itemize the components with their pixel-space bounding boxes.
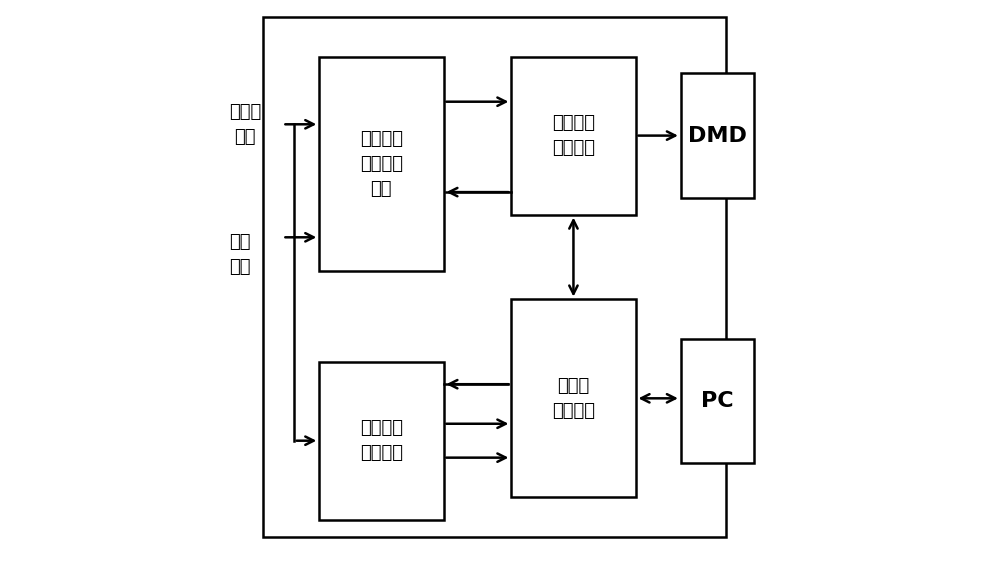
Text: 高频
时钟: 高频 时钟 — [229, 233, 250, 276]
FancyBboxPatch shape — [319, 56, 444, 271]
Text: DMD: DMD — [688, 125, 747, 146]
FancyBboxPatch shape — [681, 73, 754, 198]
FancyBboxPatch shape — [681, 339, 754, 463]
FancyBboxPatch shape — [511, 56, 636, 215]
Text: PC: PC — [701, 391, 734, 411]
Text: 上位机
通信模块: 上位机 通信模块 — [552, 377, 595, 420]
Text: 同步控制
脉冲产生
电路: 同步控制 脉冲产生 电路 — [360, 130, 403, 198]
FancyBboxPatch shape — [511, 299, 636, 497]
Text: 测量矩阵
加载模块: 测量矩阵 加载模块 — [552, 114, 595, 157]
Text: 采样时间
测量模块: 采样时间 测量模块 — [360, 419, 403, 462]
FancyBboxPatch shape — [263, 17, 726, 537]
FancyBboxPatch shape — [319, 362, 444, 520]
Text: 单光子
脉冲: 单光子 脉冲 — [229, 103, 261, 146]
